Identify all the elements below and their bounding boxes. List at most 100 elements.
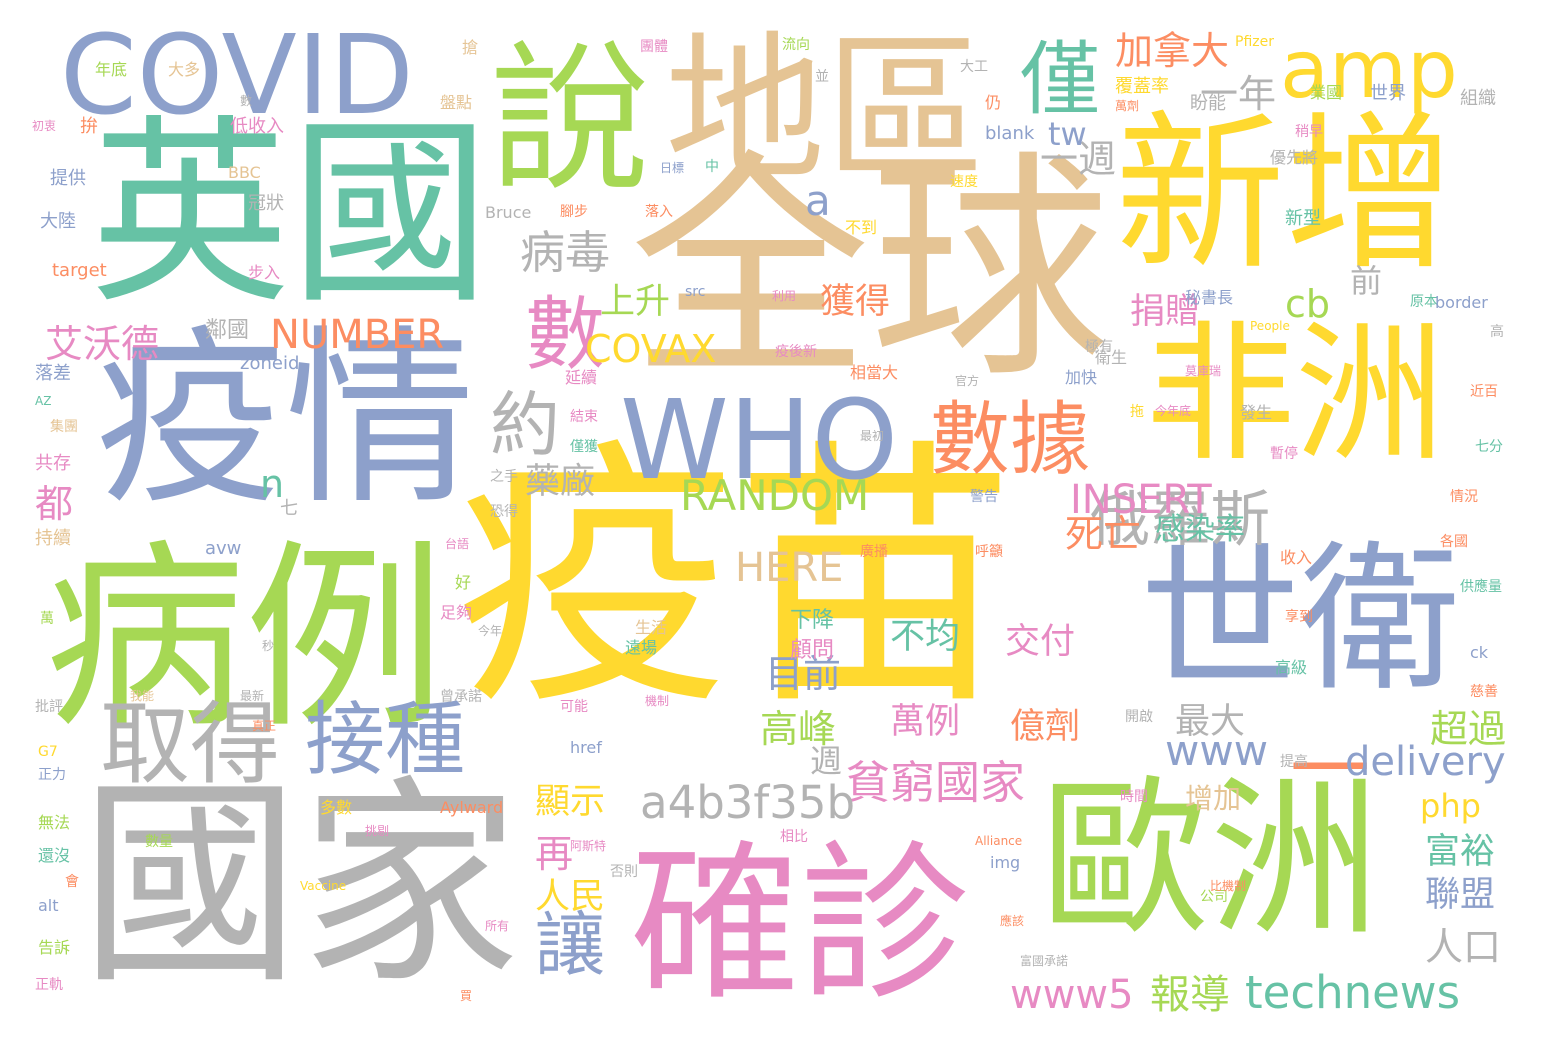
word-yizhou: 一週 <box>1040 137 1117 181</box>
word-shuo: 說 <box>490 26 651 213</box>
word-asite: 阿斯特 <box>570 839 607 853</box>
word-yiqing: 疫情 <box>95 309 476 530</box>
word-xinxing: 新型 <box>1285 208 1321 229</box>
word-xiangdangda: 相當大 <box>850 363 899 382</box>
word-dagong: 大工 <box>960 59 988 75</box>
word-delivery: delivery <box>1345 739 1506 785</box>
word-pandian: 盤點 <box>440 93 473 112</box>
word-ganranlv: 感染率 <box>1155 512 1245 547</box>
word-zhong: 中 <box>705 159 719 175</box>
word-php: php <box>1420 787 1481 825</box>
word-jiyou: 極有 <box>1085 339 1113 355</box>
word-feizhou: 非洲 <box>1145 308 1446 482</box>
word-siwang: 死亡 <box>1065 512 1142 556</box>
word-linguo: 鄰國 <box>205 318 250 343</box>
word-zuixin: 最新 <box>240 689 265 703</box>
word-pfizer: Pfizer <box>1235 34 1274 50</box>
word-piping: 批評 <box>35 699 63 715</box>
word-bing: 並 <box>815 69 829 85</box>
word-aylward: Aylward <box>440 798 504 817</box>
word-renmin: 人民 <box>535 877 606 917</box>
word-shaozao: 稍早 <box>1295 124 1323 140</box>
word-avw: avw <box>205 538 242 559</box>
word-zengjia: 增加 <box>1185 782 1242 815</box>
word-covax: COVAX <box>585 327 717 371</box>
word-jianada: 加拿大 <box>1115 29 1230 73</box>
word-qiang: 搶 <box>462 38 479 57</box>
word-zoneid: zoneid <box>240 353 300 374</box>
word-guwen: 顧問 <box>790 638 835 663</box>
word-pinqiong-guojia: 貧窮國家 <box>845 756 1026 809</box>
word-xiangdao: 享到 <box>1285 609 1313 625</box>
word-wanji: 萬劑 <box>1115 99 1140 113</box>
word-amp: amp <box>1280 23 1458 116</box>
word-yingguo: 英國 <box>90 98 491 331</box>
word-zhengli: 正力 <box>38 767 66 783</box>
word-gaofeng: 高峰 <box>760 707 837 751</box>
word-woneng: 我能 <box>130 689 155 703</box>
word-liyong: 利用 <box>772 289 797 303</box>
word-shuju: 數據 <box>930 393 1090 486</box>
word-fasheng: 發生 <box>1240 403 1273 422</box>
word-bingdu: 病毒 <box>520 226 611 279</box>
word-ribiao: 日標 <box>660 161 685 175</box>
word-jituan: 集團 <box>50 419 78 435</box>
word-weisheng: 衛生 <box>1095 348 1128 367</box>
word-jiaobu: 腳步 <box>560 204 588 220</box>
word-mokurui: 莫庫瑞 <box>1185 364 1222 378</box>
word-jinniandi: 今年底 <box>1155 404 1192 418</box>
word-target: target <box>52 260 107 281</box>
word-www: www <box>1165 726 1269 775</box>
word-ck: ck <box>1470 643 1489 662</box>
word-yimiao: 疫苗 <box>455 417 1015 743</box>
word-jin: 僅 <box>1020 33 1100 126</box>
word-tigao: 提高 <box>1280 754 1308 770</box>
word-shouru: 收入 <box>1280 548 1313 567</box>
word-gaoji: 高級 <box>1275 658 1308 677</box>
word-huyu: 呼籲 <box>975 544 1003 560</box>
word-alt: alt <box>38 896 59 915</box>
word-juanzeng: 捐贈 <box>1130 292 1201 332</box>
word-chixu: 持續 <box>35 528 71 549</box>
word-luocha: 落差 <box>35 363 71 384</box>
word-jizhi: 機制 <box>645 694 670 708</box>
word-mishuzhang: 秘書長 <box>1185 288 1234 307</box>
word-zuzhi: 組織 <box>1460 88 1496 109</box>
word-wan: 萬 <box>40 611 54 627</box>
word-az: AZ <box>35 394 52 408</box>
word-insert: INSERT <box>1070 477 1212 523</box>
word-cishan: 慈善 <box>1470 684 1498 700</box>
word-lianmeng: 聯盟 <box>1425 875 1496 915</box>
word-qifen: 七分 <box>1475 439 1503 455</box>
word-jinggao: 警告 <box>970 489 998 505</box>
word-gongyingliang: 供應量 <box>1460 579 1502 595</box>
word-n: n <box>260 462 285 506</box>
word-baodao: 報導 <box>1150 972 1230 1018</box>
word-yiji: 億劑 <box>1010 707 1081 747</box>
word-aiwode: 艾沃德 <box>45 322 160 366</box>
word-sudu: 速度 <box>950 174 978 190</box>
word-g7: G7 <box>38 744 58 760</box>
word-tiaoti: 挑剔 <box>365 824 390 838</box>
word-muqian: 目前 <box>765 652 842 696</box>
word-jinbai: 近百 <box>1470 384 1498 400</box>
word-shangsheng: 上升 <box>600 282 671 322</box>
word-kongde: 恐得 <box>490 504 518 520</box>
word-who: WHO <box>620 376 899 504</box>
word-pin: 拚 <box>80 116 98 137</box>
word-yaochang: 藥廠 <box>525 462 596 502</box>
word-tuo: 拖 <box>1130 404 1144 420</box>
word-bbc: BBC <box>228 163 261 182</box>
word-yanxu: 延續 <box>565 368 598 387</box>
word-quanqiu: 全球 <box>630 130 1111 410</box>
word-tw: tw <box>1048 115 1087 153</box>
word-wanli: 萬例 <box>890 702 961 742</box>
word-chuzhong: 初衷 <box>32 119 57 133</box>
word-people: People <box>1250 319 1290 333</box>
word-vaccine: Vaccine <box>300 879 347 893</box>
word-zhou: 週 <box>810 742 843 780</box>
word-miao: 秒 <box>262 639 275 653</box>
word-shijian: 時間 <box>1120 789 1148 805</box>
word-tuanti: 團體 <box>640 39 668 55</box>
